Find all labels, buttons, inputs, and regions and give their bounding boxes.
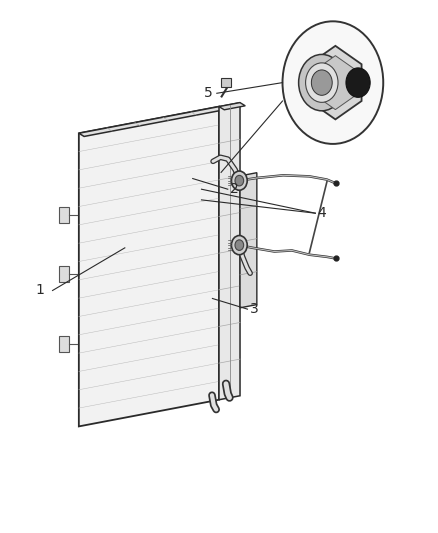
Polygon shape — [219, 102, 245, 110]
Circle shape — [299, 54, 345, 111]
Text: 4: 4 — [318, 206, 326, 220]
Circle shape — [231, 236, 247, 255]
Circle shape — [346, 68, 370, 98]
Bar — [59, 336, 69, 352]
Bar — [221, 78, 231, 87]
Circle shape — [283, 21, 383, 144]
Polygon shape — [219, 102, 240, 400]
Text: 5: 5 — [204, 86, 212, 100]
Circle shape — [311, 70, 332, 95]
Circle shape — [231, 171, 247, 190]
Polygon shape — [79, 107, 219, 426]
Circle shape — [235, 175, 244, 186]
Bar — [59, 207, 69, 223]
Polygon shape — [316, 55, 355, 110]
Text: 3: 3 — [250, 302, 258, 316]
Circle shape — [235, 240, 244, 251]
Polygon shape — [309, 46, 362, 119]
Polygon shape — [79, 107, 224, 136]
Text: 1: 1 — [35, 284, 44, 297]
Text: 2: 2 — [230, 182, 239, 196]
Polygon shape — [240, 173, 257, 308]
Bar — [59, 266, 69, 282]
Circle shape — [306, 63, 338, 102]
